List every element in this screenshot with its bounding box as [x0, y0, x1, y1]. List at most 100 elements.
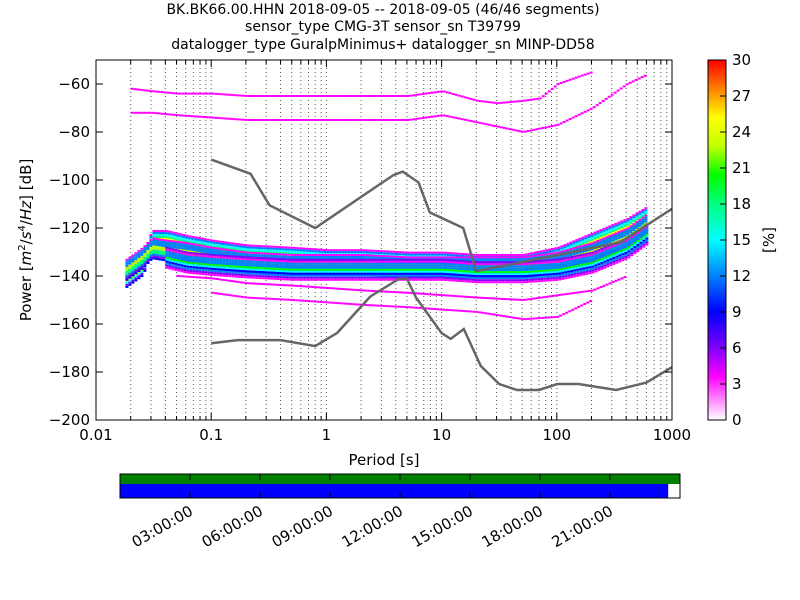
heatmap-cell: [491, 258, 495, 261]
heatmap-cell: [435, 268, 439, 271]
heatmap-cell: [383, 252, 387, 255]
heatmap-cell: [240, 256, 244, 259]
heatmap-cell: [449, 256, 453, 259]
heatmap-cell: [288, 268, 292, 271]
heatmap-cell: [209, 239, 213, 242]
heatmap-cell: [632, 216, 636, 219]
heatmap-cell: [515, 258, 519, 261]
heatmap-cell: [453, 265, 457, 268]
heatmap-cell: [168, 251, 172, 254]
heatmap-cell: [125, 278, 129, 281]
heatmap-cell: [608, 236, 612, 239]
heatmap-cell: [593, 249, 597, 252]
heatmap-cell: [252, 266, 256, 269]
heatmap-cell: [152, 251, 156, 254]
heatmap-cell: [488, 254, 492, 256]
heatmap-cell: [344, 256, 348, 258]
heatmap-cell: [566, 254, 570, 257]
heatmap-cell: [449, 254, 453, 257]
heatmap-cell: [426, 276, 430, 279]
heatmap-cell: [201, 259, 205, 262]
heatmap-cell: [140, 251, 144, 254]
heatmap-cell: [327, 262, 331, 265]
heatmap-cell: [372, 274, 376, 277]
heatmap-cell: [177, 263, 181, 266]
heatmap-cell: [438, 272, 442, 275]
heatmap-cell: [411, 268, 415, 271]
heatmap-cell: [174, 248, 178, 251]
heatmap-cell: [195, 264, 199, 267]
heatmap-cell: [363, 272, 367, 275]
heatmap-cell: [536, 256, 540, 259]
heatmap-cell: [611, 235, 615, 238]
heatmap-cell: [381, 260, 385, 263]
heatmap-cell: [243, 274, 247, 277]
heatmap-cell: [297, 260, 301, 263]
heatmap-cell: [242, 255, 246, 258]
heatmap-cell: [390, 268, 394, 271]
heatmap-cell: [632, 220, 636, 223]
heatmap-cell: [428, 253, 432, 256]
heatmap-cell: [152, 237, 156, 240]
heatmap-cell: [635, 216, 639, 219]
heatmap-cell: [614, 228, 618, 231]
heatmap-cell: [365, 256, 369, 259]
heatmap-cell: [168, 267, 172, 270]
heatmap-cell: [189, 255, 193, 258]
heatmap-cell: [170, 231, 174, 234]
heatmap-cell: [587, 234, 591, 237]
heatmap-cell: [201, 265, 205, 268]
heatmap-cell: [465, 274, 469, 277]
heatmap-cell: [302, 251, 306, 254]
heatmap-cell: [426, 278, 430, 281]
heatmap-cell: [309, 272, 313, 275]
heatmap-cell: [314, 252, 318, 255]
heatmap-cell: [318, 268, 322, 271]
heatmap-cell: [176, 242, 180, 245]
heatmap-cell: [362, 249, 366, 252]
heatmap-cell: [393, 260, 397, 263]
heatmap-cell: [216, 256, 220, 259]
heatmap-cell: [314, 248, 318, 251]
heatmap-cell: [276, 259, 280, 262]
heatmap-cell: [188, 239, 192, 242]
heatmap-cell: [140, 255, 144, 258]
heatmap-cell: [282, 270, 286, 273]
heatmap-cell: [213, 272, 217, 275]
heatmap-cell: [405, 268, 409, 271]
heatmap-cell: [357, 268, 361, 271]
heatmap-cell: [339, 272, 343, 275]
heatmap-cell: [426, 266, 430, 269]
heatmap-cell: [473, 256, 477, 259]
heatmap-cell: [444, 270, 448, 273]
heatmap-cell: [425, 256, 429, 259]
heatmap-cell: [270, 273, 274, 276]
heatmap-cell: [128, 266, 132, 269]
heatmap-cell: [222, 264, 226, 267]
heatmap-cell: [221, 241, 225, 244]
heatmap-cell: [251, 248, 255, 251]
heatmap-cell: [459, 270, 463, 273]
heatmap-cell: [467, 256, 471, 259]
heatmap-cell: [336, 264, 340, 267]
heatmap-cell: [384, 260, 388, 263]
heatmap-cell: [453, 277, 457, 280]
heatmap-cell: [384, 258, 388, 261]
heatmap-cell: [312, 260, 316, 263]
heatmap-cell: [188, 250, 192, 253]
heatmap-cell: [614, 232, 618, 235]
heatmap-cell: [152, 241, 156, 244]
heatmap-cell: [171, 268, 175, 271]
heatmap-cell: [237, 275, 241, 278]
heatmap-cell: [444, 266, 448, 269]
heatmap-cell: [146, 243, 150, 246]
heatmap-cell: [447, 269, 451, 272]
heatmap-cell: [222, 266, 226, 269]
heatmap-cell: [306, 278, 310, 281]
heatmap-cell: [300, 270, 304, 273]
heatmap-cell: [149, 256, 153, 259]
heatmap-cell: [342, 264, 346, 267]
heatmap-cell: [186, 253, 190, 256]
heatmap-cell: [453, 263, 457, 266]
heatmap-cell: [249, 276, 253, 279]
